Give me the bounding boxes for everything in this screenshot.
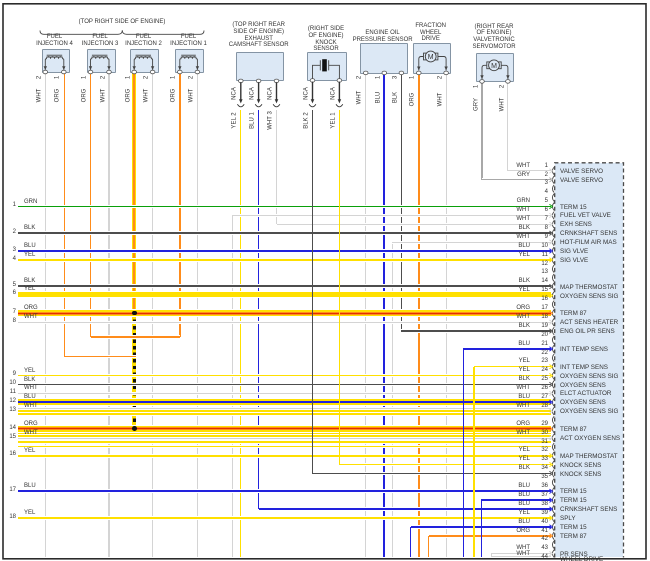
svg-text:M: M — [491, 63, 497, 70]
svg-text:M: M — [428, 54, 434, 61]
